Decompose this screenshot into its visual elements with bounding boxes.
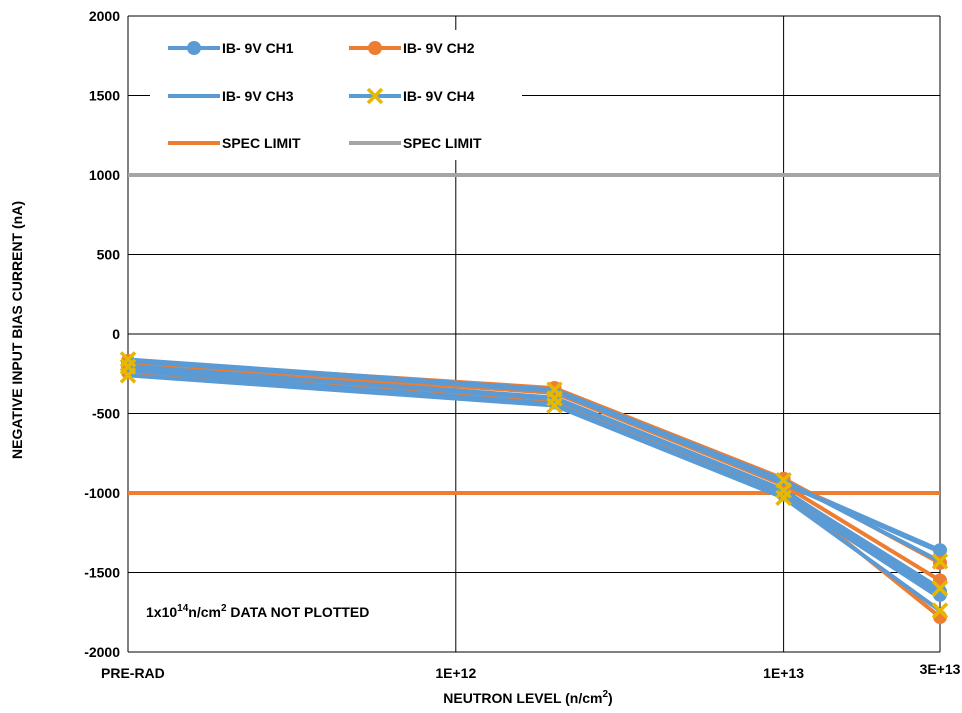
- annotation-main: 1x10: [146, 604, 177, 620]
- data-point: [187, 41, 201, 55]
- y-tick-label: 2000: [89, 8, 120, 24]
- x-axis-title-sup: 2: [602, 689, 608, 700]
- legend-item: IB- 9V CH3: [168, 88, 294, 104]
- y-tick-label: -2000: [84, 644, 120, 660]
- x-tick-label: 3E+13: [920, 661, 961, 677]
- data-point: [931, 580, 949, 597]
- y-tick-label: -1500: [84, 565, 120, 581]
- y-tick-label: 500: [97, 247, 121, 263]
- x-tick-label: 1E+12: [435, 665, 476, 681]
- x-tick-labels: PRE-RAD 1E+12 1E+13 3E+13: [101, 661, 961, 681]
- data-point: [368, 41, 382, 55]
- series-group: [119, 351, 949, 625]
- data-point: [546, 397, 563, 414]
- legend-label: SPEC LIMIT: [222, 135, 301, 151]
- y-tick-label: -1000: [84, 485, 120, 501]
- legend-label: IB- 9V CH1: [222, 40, 294, 56]
- annotation-tail: DATA NOT PLOTTED: [227, 604, 370, 620]
- series-line: [127, 373, 942, 613]
- y-tick-label: 1500: [89, 88, 120, 104]
- legend-label: IB- 9V CH4: [403, 88, 475, 104]
- legend-item: IB- 9V CH2: [349, 40, 475, 56]
- y-axis-title: NEGATIVE INPUT BIAS CURRENT (nA): [9, 201, 25, 459]
- legend-label: IB- 9V CH2: [403, 40, 475, 56]
- x-tick-label: PRE-RAD: [101, 665, 165, 681]
- y-tick-label: 0: [112, 326, 120, 342]
- legend-label: IB- 9V CH3: [222, 88, 294, 104]
- data-point: [119, 351, 137, 368]
- annotation-sup: 14: [177, 603, 189, 614]
- y-tick-label: -500: [92, 406, 120, 422]
- annotation-note: 1x1014n/cm2 DATA NOT PLOTTED: [146, 603, 369, 620]
- legend-item: SPEC LIMIT: [349, 135, 482, 151]
- x-axis-title-end: ): [608, 690, 613, 706]
- data-point: [366, 87, 384, 105]
- data-point: [546, 381, 563, 398]
- data-point: [775, 472, 792, 489]
- x-tick-label: 1E+13: [763, 665, 804, 681]
- data-point: [775, 489, 792, 507]
- x-axis-title: NEUTRON LEVEL (n/cm2): [443, 689, 612, 706]
- data-point: [931, 553, 949, 570]
- data-point: [119, 367, 137, 384]
- annotation-rest: n/cm: [188, 604, 221, 620]
- legend-item: IB- 9V CH1: [168, 40, 294, 56]
- legend: IB- 9V CH1 IB- 9V CH2 IB- 9V CH3 IB- 9V CH4…: [150, 30, 522, 160]
- x-axis-title-main: NEUTRON LEVEL (n/cm: [443, 690, 602, 706]
- data-point: [931, 602, 949, 619]
- legend-item: SPEC LIMIT: [168, 135, 301, 151]
- series: [119, 351, 949, 619]
- series-line: [127, 357, 941, 564]
- annotation-bg: [135, 592, 455, 628]
- legend-label: SPEC LIMIT: [403, 135, 482, 151]
- y-tick-labels: 2000 1500 1000 500 0 -500 -1000 -1500 -2000: [84, 8, 120, 660]
- y-tick-label: 1000: [89, 167, 120, 183]
- annotation-sup2: 2: [221, 603, 227, 614]
- series-line: [127, 364, 942, 591]
- legend-item: IB- 9V CH4: [349, 87, 475, 105]
